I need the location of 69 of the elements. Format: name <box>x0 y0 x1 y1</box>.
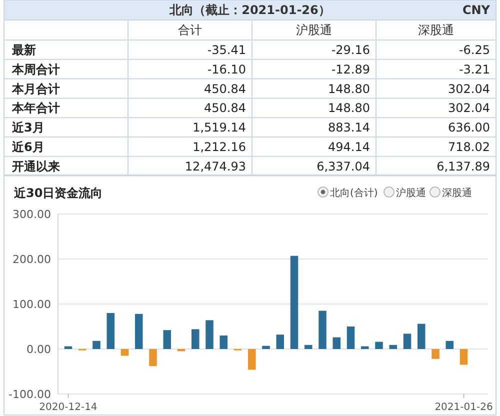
data-label: 1,519.14 <box>192 120 246 135</box>
category-label: 近3月 <box>11 120 44 135</box>
bar <box>290 256 298 349</box>
data-label: 883.14 <box>328 120 370 135</box>
data-label: 1,212.16 <box>192 140 246 154</box>
text: CNY <box>462 3 490 17</box>
bar <box>360 346 369 349</box>
category-label: 近6月 <box>11 140 44 154</box>
data-label: 6,337.04 <box>316 159 370 174</box>
text: 深股通 <box>418 23 454 37</box>
data-label: 494.14 <box>328 140 370 154</box>
text: 合计 <box>178 23 202 37</box>
text: 北向（截止：2021-01-26） <box>168 3 330 17</box>
text: 北向(合计) <box>330 187 378 199</box>
bar <box>460 349 468 365</box>
bar <box>163 330 172 349</box>
text: 沪股通 <box>396 187 426 199</box>
data-label: 12,474.93 <box>184 159 246 174</box>
bar <box>389 344 398 349</box>
bar <box>134 314 143 349</box>
data-label: 718.02 <box>448 140 490 154</box>
bar <box>276 334 284 349</box>
bar <box>149 349 157 366</box>
bar <box>262 346 270 349</box>
bar <box>206 320 214 349</box>
bar <box>446 340 454 349</box>
data-label: -6.25 <box>458 43 490 57</box>
bar <box>346 326 355 349</box>
x-tick-label: 2021-01-26 <box>434 402 493 413</box>
text: 深股通 <box>442 187 472 199</box>
y-tick-label: 0.00 <box>26 343 51 356</box>
bar <box>304 344 312 349</box>
bar <box>403 334 412 349</box>
y-tick-label: -100.00 <box>8 388 51 401</box>
data-label: -3.21 <box>458 62 490 76</box>
data-label: 450.84 <box>204 82 246 96</box>
category-label: 本年合计 <box>11 101 60 116</box>
data-label: 450.84 <box>204 101 246 116</box>
bar <box>375 342 383 349</box>
bar <box>106 313 114 349</box>
bar <box>248 349 256 370</box>
data-label: 302.04 <box>448 82 490 96</box>
bar <box>417 324 426 349</box>
data-label: 148.80 <box>328 101 370 116</box>
bar <box>220 336 228 349</box>
data-label: -29.16 <box>331 43 370 57</box>
category-label: 最新 <box>11 43 36 57</box>
x-tick-label: 2020-12-14 <box>39 402 98 413</box>
y-tick-label: 200.00 <box>12 253 51 266</box>
bar <box>432 349 440 359</box>
y-tick-label: 300.00 <box>12 208 51 221</box>
category-label: 本月合计 <box>11 82 60 96</box>
bar <box>120 349 129 356</box>
text: 沪股通 <box>296 23 332 37</box>
bar <box>318 310 326 349</box>
category-label: 开通以来 <box>11 159 60 174</box>
data-label: 636.00 <box>448 120 490 135</box>
data-label: 302.04 <box>448 101 490 116</box>
data-label: -12.89 <box>331 62 370 76</box>
bar <box>191 329 200 349</box>
bar <box>92 340 100 349</box>
data-label: -35.41 <box>207 43 246 57</box>
chart-title: 近30日资金流向 <box>13 186 103 200</box>
y-tick-label: 100.00 <box>12 298 51 311</box>
bar <box>332 337 341 349</box>
data-label: -16.10 <box>207 62 246 76</box>
data-label: 6,137.89 <box>436 159 490 174</box>
category-label: 本周合计 <box>11 62 60 76</box>
data-label: 148.80 <box>328 82 370 96</box>
